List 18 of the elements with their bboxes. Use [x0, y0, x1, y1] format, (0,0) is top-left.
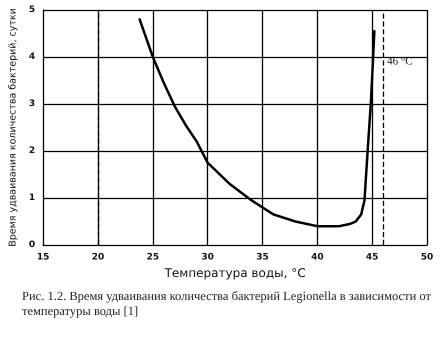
y-axis-title: Время удваивания количества бактерий, сутки	[8, 8, 18, 247]
x-tick-label: 45	[366, 252, 378, 262]
y-tick-label: 5	[28, 5, 36, 15]
x-tick-label: 30	[201, 252, 214, 262]
y-tick-label: 2	[28, 146, 36, 156]
x-axis-title: Температура воды, °C	[164, 266, 306, 280]
y-tick-label: 1	[28, 193, 36, 203]
x-tick-label: 20	[92, 252, 104, 262]
y-tick-label: 3	[28, 99, 36, 109]
x-tick-label: 25	[146, 252, 160, 262]
x-tick-label: 40	[311, 252, 324, 262]
x-tick-label: 50	[420, 252, 434, 262]
y-tick-label: 4	[28, 52, 36, 62]
ref-line-label: 46 °C	[387, 56, 413, 68]
x-tick-label: 35	[256, 252, 269, 262]
text: Рис. 1.2. Время удваивания количества бактерий Legionella в зависимости от температуры воды [1]	[21, 288, 432, 319]
x-tick-label: 15	[36, 252, 50, 262]
y-tick-label: 0	[28, 240, 36, 250]
